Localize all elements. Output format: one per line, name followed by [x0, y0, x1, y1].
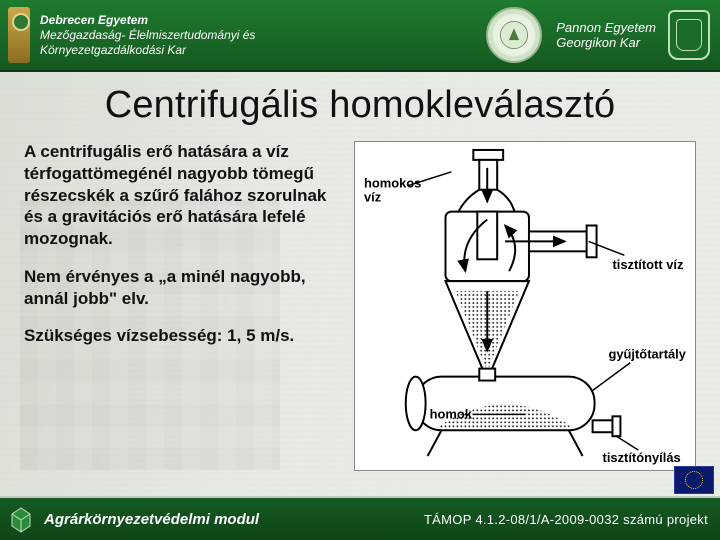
footer-right-text: TÁMOP 4.1.2-08/1/A-2009-0032 számú proje… [424, 512, 714, 527]
diagram-figure: homokos víz tisztított víz gyűjtőtartály… [354, 141, 696, 471]
uni-logo-left-icon [8, 7, 30, 63]
content-row: A centrifugális erő hatására a víz térfo… [24, 141, 696, 471]
svg-text:víz: víz [364, 190, 381, 205]
uni-crest-right-icon [668, 10, 710, 60]
header-left: Debrecen Egyetem Mezőgazdaság- Élelmisze… [0, 7, 472, 63]
footer-bar: Agrárkörnyezetvédelmi modul TÁMOP 4.1.2-… [0, 496, 720, 540]
slide-title: Centrifugális homokleválasztó [24, 84, 696, 127]
header-bar: Debrecen Egyetem Mezőgazdaság- Élelmisze… [0, 0, 720, 72]
label-inlet: homokos [364, 176, 421, 191]
paragraph-3: Szükséges vízsebesség: 1, 5 m/s. [24, 325, 344, 347]
header-right-line2: Georgikon Kar [556, 35, 656, 50]
header-right-line1: Pannon Egyetem [556, 20, 656, 35]
label-drain: tisztítónyílás [603, 450, 681, 465]
footer-left-text: Agrárkörnyezetvédelmi modul [44, 511, 259, 528]
paragraph-2: Nem érvényes a „a minél nagyobb, annál j… [24, 266, 344, 310]
header-right: Pannon Egyetem Georgikon Kar [556, 10, 720, 60]
header-left-line3: Környezetgazdálkodási Kar [40, 43, 255, 58]
text-column: A centrifugális erő hatására a víz térfo… [24, 141, 344, 471]
paragraph-1: A centrifugális erő hatására a víz térfo… [24, 141, 344, 250]
slide-content: Centrifugális homokleválasztó A centrifu… [0, 72, 720, 471]
header-left-line2: Mezőgazdaság- Élelmiszertudományi és [40, 28, 255, 43]
eu-badge-icon [674, 466, 714, 494]
label-sand: homok [430, 406, 473, 421]
header-right-text: Pannon Egyetem Georgikon Kar [556, 20, 656, 50]
sand-separator-diagram-icon: homokos víz tisztított víz gyűjtőtartály… [355, 142, 695, 470]
label-outlet: tisztított víz [612, 257, 683, 272]
label-tank: gyűjtőtartály [608, 347, 686, 362]
center-seal-icon [486, 7, 542, 63]
header-left-line1: Debrecen Egyetem [40, 13, 255, 28]
footer-left: Agrárkörnyezetvédelmi modul [6, 504, 259, 534]
header-left-text: Debrecen Egyetem Mezőgazdaság- Élelmisze… [40, 13, 255, 58]
footer-cube-icon [6, 504, 36, 534]
